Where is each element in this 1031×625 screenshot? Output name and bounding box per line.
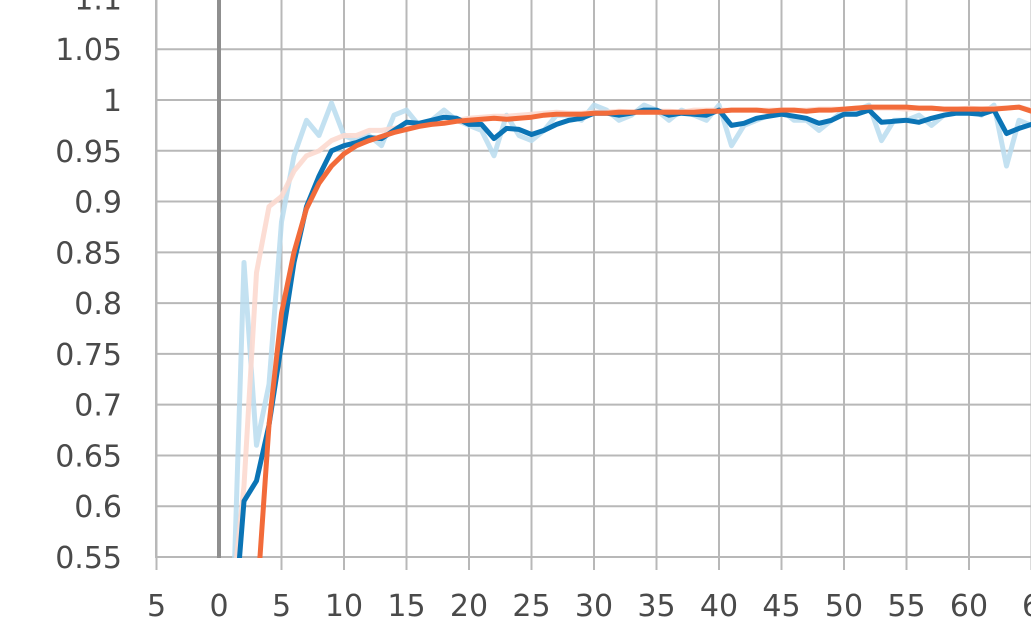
x-tick-label: 15 (387, 589, 425, 624)
y-tick-label: 0.7 (74, 389, 122, 424)
y-tick-label: 0.55 (55, 541, 122, 576)
y-tick-label: 1 (103, 84, 122, 119)
y-tick-label: 1.05 (55, 33, 122, 68)
x-tick-label: 0 (209, 589, 228, 624)
x-tick-label: 20 (450, 589, 488, 624)
y-tick-label: 0.95 (55, 135, 122, 170)
axes: 0.55 0.6 0.65 0.7 0.75 0.8 0.85 0.9 0.95 1 1.05 1.1… (55, 0, 1031, 624)
x-tick-label: 5 (147, 589, 166, 624)
series-line-series-1-smoothed (236, 107, 1031, 558)
y-tick-label: 0.85 (55, 236, 122, 271)
x-tick-label: 10 (325, 589, 363, 624)
x-tick-label: 50 (825, 589, 863, 624)
y-tick-label: 0.6 (74, 490, 122, 525)
y-tick-label: 0.9 (74, 186, 122, 221)
series-line-series-2-raw (234, 104, 1031, 558)
y-tick-label: 0.65 (55, 439, 122, 474)
x-tick-label: 30 (575, 589, 613, 624)
series-line-series-2-smoothed (257, 104, 1031, 558)
x-tick-label: 45 (762, 589, 800, 624)
series-group (232, 100, 1031, 558)
y-tick-label: 1.1 (74, 0, 122, 17)
x-tick-label: 40 (700, 589, 738, 624)
x-tick-label: 5 (272, 589, 291, 624)
y-tick-label: 0.75 (55, 338, 122, 373)
x-tick-label: 25 (512, 589, 550, 624)
x-tick-label: 35 (637, 589, 675, 624)
x-tick-label: 6 (1022, 589, 1031, 624)
series-line-series-1-raw (232, 100, 1031, 558)
y-tick-label: 0.8 (74, 287, 122, 322)
x-tick-label: 55 (887, 589, 925, 624)
x-tick-label: 60 (950, 589, 988, 624)
